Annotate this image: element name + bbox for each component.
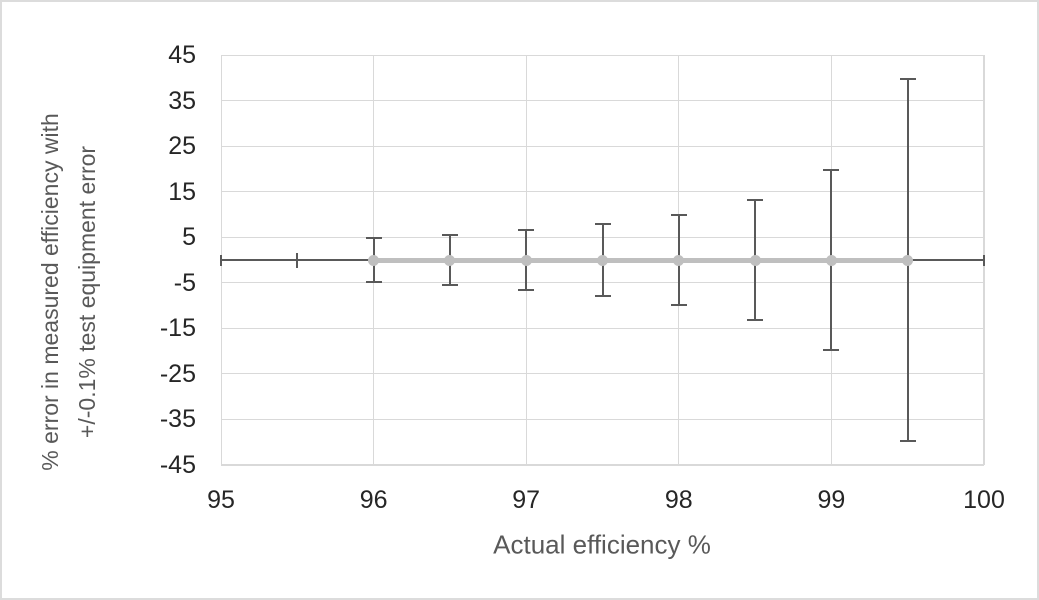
y-axis-title: % error in measured efficiency with +/-0… (32, 113, 106, 471)
y-axis-title-line-2: +/-0.1% test equipment error (74, 145, 100, 439)
x-tick-label: 99 (817, 486, 846, 514)
error-bar-cap-top (747, 199, 764, 202)
error-bar-cap-top (594, 223, 611, 226)
h-gridline (221, 145, 984, 147)
data-point-marker (597, 254, 608, 266)
data-point-marker (749, 254, 761, 266)
data-point-marker (673, 254, 685, 266)
y-tick-label: -45 (159, 451, 196, 479)
h-gridline (221, 373, 984, 375)
x-tick-label: 95 (207, 486, 235, 514)
baseline-cap (220, 254, 222, 266)
y-tick-label: 15 (168, 177, 196, 206)
y-tick-label: 5 (182, 223, 196, 252)
y-tick-label: 45 (168, 41, 196, 69)
error-bar-cap-top (518, 229, 535, 232)
error-bar-cap-bottom (441, 284, 458, 287)
h-gridline (221, 100, 984, 102)
baseline-cap (983, 254, 985, 266)
error-bar-cap-top (441, 233, 458, 236)
plot-area (220, 54, 985, 466)
error-bar-cap-bottom (823, 349, 840, 352)
y-tick-label: -5 (173, 268, 196, 297)
h-gridline (221, 191, 984, 193)
data-point-marker (825, 254, 837, 266)
data-point-marker (520, 254, 532, 266)
data-point-marker (444, 254, 456, 266)
error-bar-cap-bottom (594, 294, 611, 297)
error-bar-cap-top (670, 214, 687, 217)
h-gridline (221, 327, 984, 329)
y-tick-label: 35 (168, 86, 196, 115)
error-bar-cap-bottom (518, 288, 535, 291)
error-bar-cap-bottom (365, 280, 382, 283)
data-point-marker (368, 254, 380, 266)
data-point-marker (902, 254, 914, 266)
y-tick-label: -35 (159, 405, 196, 434)
error-bar-cap-bottom (670, 303, 687, 306)
h-gridline (221, 54, 984, 56)
baseline-cap (296, 252, 299, 268)
y-tick-label: -15 (159, 314, 196, 343)
y-axis-title-line-1: % error in measured efficiency with (37, 113, 63, 471)
error-bar-cap-top (899, 77, 916, 80)
series-line (373, 257, 908, 263)
y-tick-label: 25 (168, 132, 196, 161)
x-axis-title: Actual efficiency % (493, 529, 711, 560)
x-tick-label: 97 (512, 486, 541, 514)
x-tick-label: 100 (963, 486, 1005, 514)
error-bar-cap-top (365, 237, 382, 240)
x-tick-label: 98 (664, 486, 693, 514)
h-gridline (221, 418, 984, 420)
y-tick-label: -25 (159, 359, 196, 388)
x-tick-label: 96 (359, 486, 388, 514)
error-bar-cap-top (823, 168, 840, 171)
error-bar-cap-bottom (747, 318, 764, 321)
error-bar-cap-bottom (899, 440, 916, 443)
h-gridline (221, 464, 984, 466)
